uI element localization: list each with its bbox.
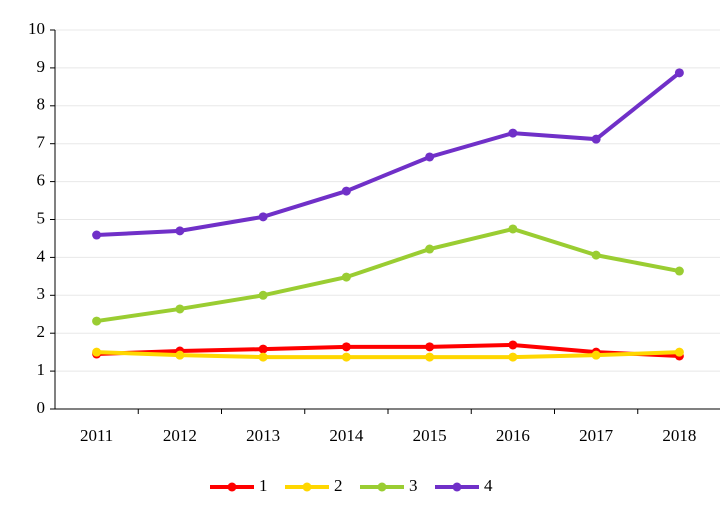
point (425, 152, 435, 162)
y-tick-label: 5 (37, 208, 46, 227)
legend-label: 4 (484, 476, 493, 495)
y-tick-label: 9 (37, 57, 46, 76)
point (258, 290, 268, 300)
point (591, 250, 601, 260)
x-tick-label: 2016 (496, 426, 530, 445)
y-tick-label: 0 (37, 398, 46, 417)
point (508, 128, 518, 138)
y-tick-label: 7 (37, 133, 46, 152)
point (92, 347, 102, 357)
legend-label: 3 (409, 476, 418, 495)
y-tick-label: 1 (37, 360, 46, 379)
point (341, 186, 351, 196)
legend-marker (227, 482, 237, 492)
point (425, 352, 435, 362)
point (508, 340, 518, 350)
legend-marker (377, 482, 387, 492)
y-tick-label: 10 (28, 19, 45, 38)
point (92, 230, 102, 240)
x-tick-label: 2015 (413, 426, 447, 445)
point (341, 272, 351, 282)
x-tick-label: 2018 (662, 426, 696, 445)
x-tick-label: 2012 (163, 426, 197, 445)
series-line (96, 350, 680, 360)
point (508, 224, 518, 234)
point (175, 304, 185, 314)
point (258, 212, 268, 222)
x-tick-label: 2014 (329, 426, 364, 445)
point (258, 344, 268, 354)
x-tick-label: 2017 (579, 426, 614, 445)
series-line (96, 342, 680, 358)
series-line (96, 71, 681, 238)
point (175, 226, 185, 236)
x-tick-label: 2011 (80, 426, 113, 445)
y-tick-label: 8 (37, 95, 46, 114)
x-tick-label: 2013 (246, 426, 280, 445)
point (341, 342, 351, 352)
y-tick-label: 3 (37, 284, 46, 303)
point (175, 350, 185, 360)
legend-marker (302, 482, 312, 492)
point (425, 244, 435, 254)
legend-marker (452, 482, 462, 492)
point (591, 350, 601, 360)
point (591, 134, 601, 144)
point (508, 352, 518, 362)
point (674, 347, 684, 357)
legend-label: 2 (334, 476, 343, 495)
point (258, 352, 268, 362)
y-tick-label: 4 (37, 246, 46, 265)
y-tick-label: 2 (37, 322, 46, 341)
point (341, 352, 351, 362)
legend-label: 1 (259, 476, 268, 495)
point (92, 316, 102, 326)
point (674, 266, 684, 276)
y-tick-label: 6 (37, 171, 46, 190)
point (674, 68, 684, 78)
series-line (96, 226, 680, 324)
point (425, 342, 435, 352)
